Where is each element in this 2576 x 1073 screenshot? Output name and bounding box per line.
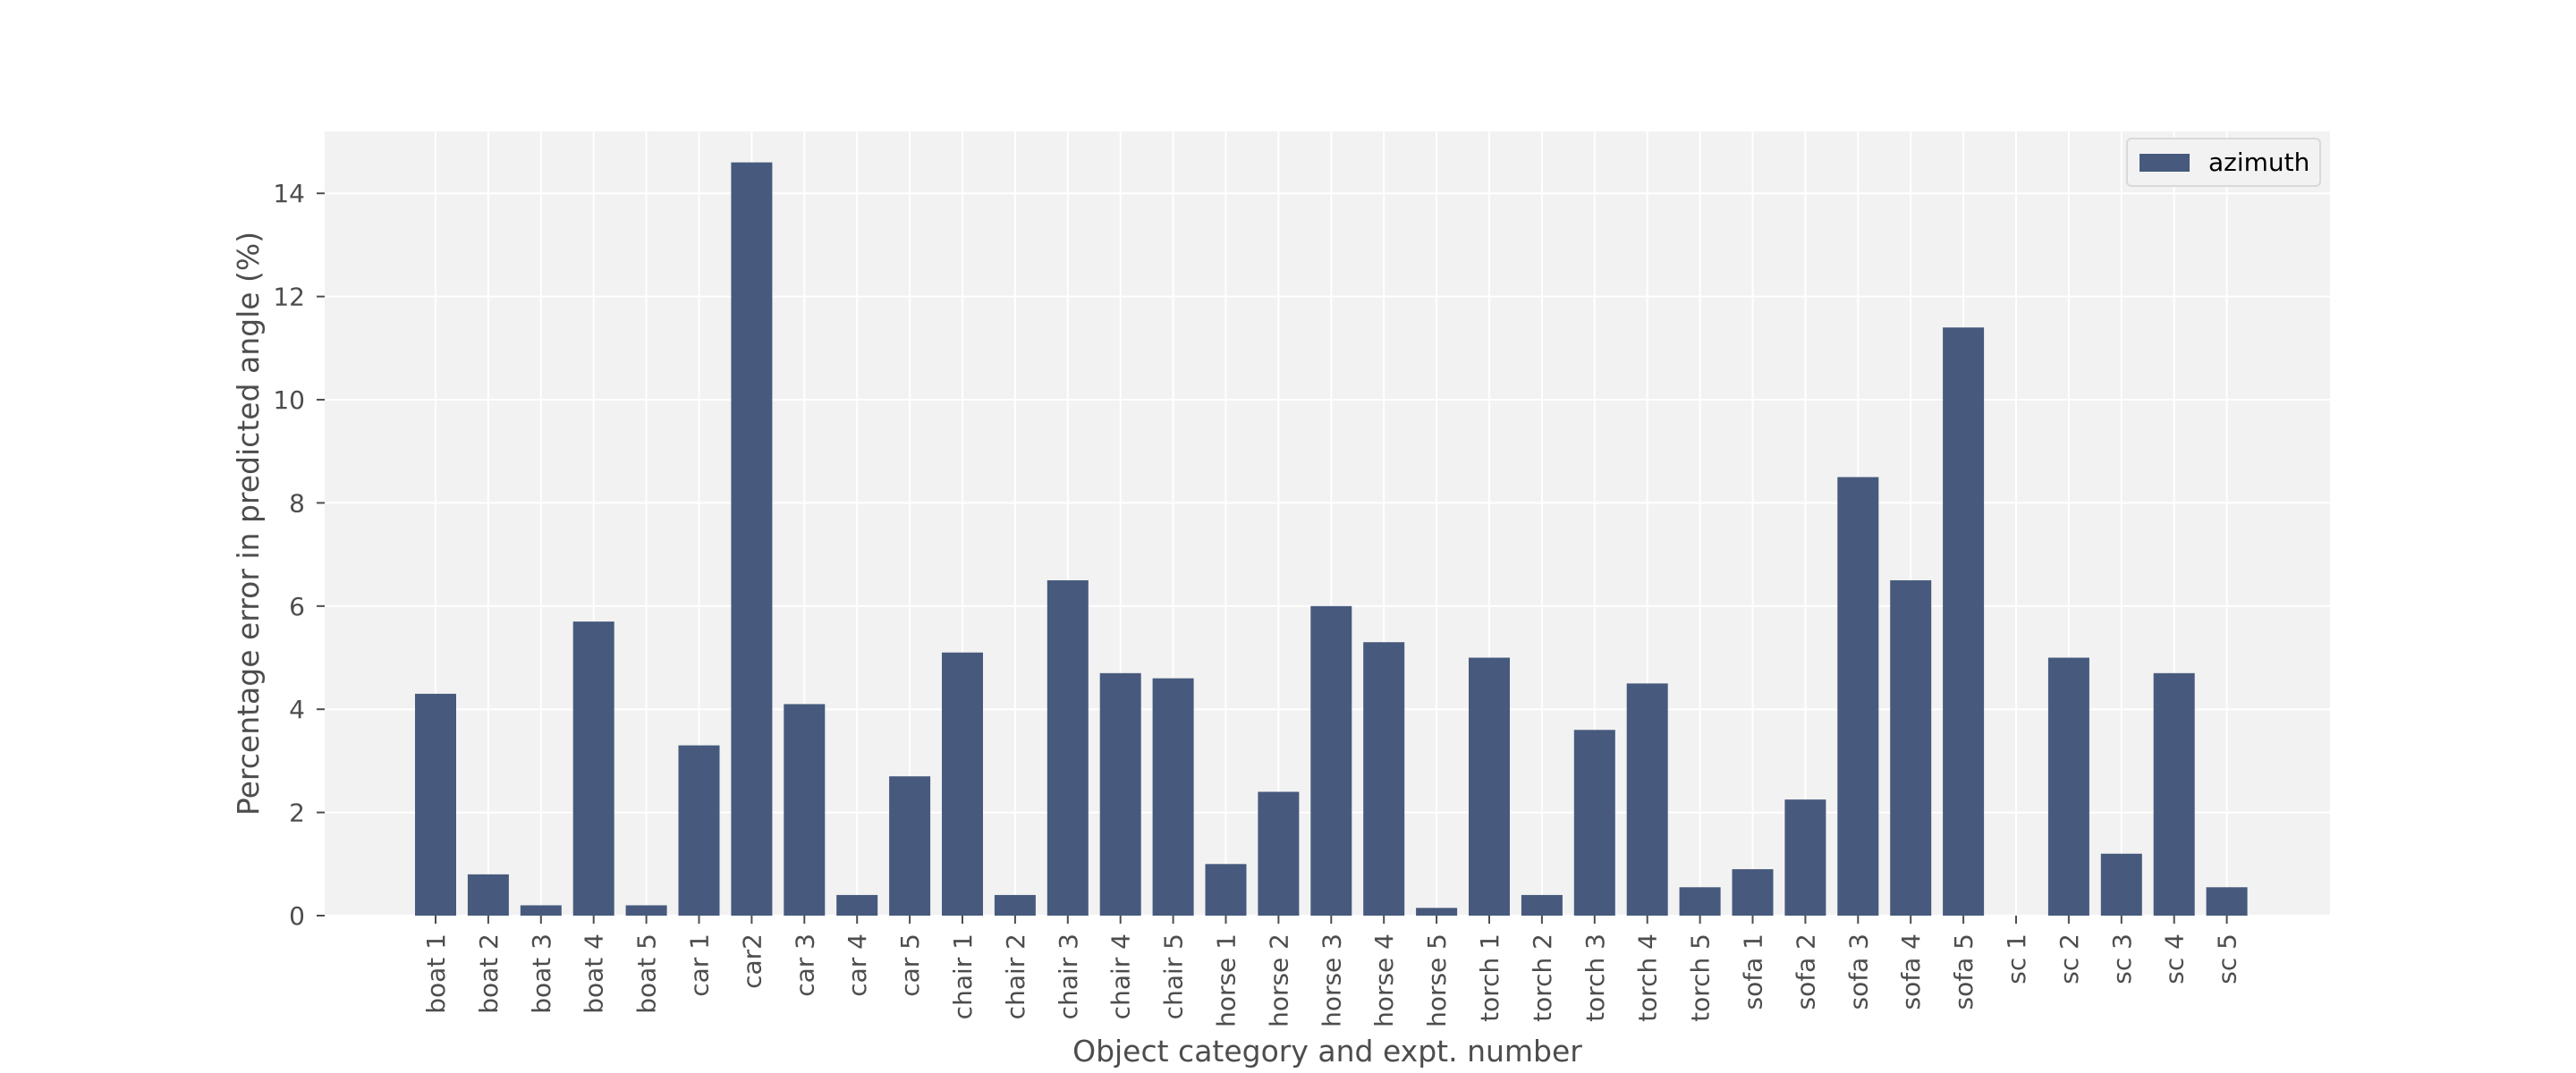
bar-sofa-2 [1784,799,1826,916]
bar-torch-5 [1679,887,1721,916]
bar-boat-5 [625,905,667,916]
x-tick-label: sofa 5 [1949,934,1979,1010]
x-tick-label: boat 1 [421,934,451,1014]
x-tick-label: car 5 [895,934,925,997]
x-tick-label: boat 5 [632,934,662,1014]
x-tick-label: torch 2 [1528,934,1557,1022]
bar-boat-4 [572,621,614,916]
bar-torch-4 [1626,683,1668,916]
y-tick-label: 4 [289,695,305,724]
x-axis-label: Object category and expt. number [1072,1034,1582,1069]
x-tick-label: sc 1 [2002,934,2031,984]
y-tick-label: 0 [289,901,305,931]
bar-horse-4 [1363,642,1405,916]
x-tick-label: horse 2 [1264,934,1293,1027]
x-axis-ticks: boat 1 boat 2 boat 3 boat 4 boat 5 car 1 car2 c… [421,916,2242,1027]
x-tick-label: chair 5 [1159,934,1189,1019]
bar-boat-1 [415,693,456,916]
y-tick-label: 2 [289,798,305,828]
x-tick-label: chair 2 [1001,934,1030,1019]
bars [415,162,2248,917]
x-tick-label: torch 1 [1475,934,1504,1022]
x-tick-label: horse 1 [1212,934,1241,1027]
bar-boat-2 [467,874,509,916]
y-tick-label: 8 [289,488,305,518]
y-tick-label: 6 [289,592,305,621]
y-tick-label: 12 [273,283,305,312]
bar-torch-3 [1573,730,1615,916]
x-tick-label: horse 5 [1422,934,1452,1027]
x-tick-label: boat 3 [527,934,556,1014]
bar-horse-3 [1310,605,1352,916]
x-tick-label: sofa 1 [1739,934,1768,1010]
bar-sc-3 [2100,853,2142,916]
x-tick-label: horse 4 [1369,934,1399,1027]
x-tick-label: car 3 [790,934,819,997]
bar-horse-1 [1205,864,1247,916]
x-tick-label: sc 2 [2055,934,2084,984]
bar-horse-2 [1258,791,1300,916]
bar-sofa-5 [1943,327,1985,916]
bar-sc-5 [2206,887,2248,916]
y-axis-ticks: 0 2 4 6 8 10 12 14 [273,179,325,931]
bar-car-5 [889,776,931,916]
x-tick-label: chair 3 [1054,934,1083,1019]
legend-swatch [2140,154,2190,172]
x-tick-label: torch 5 [1686,934,1716,1022]
bar-sofa-4 [1890,579,1932,916]
x-tick-label: car 4 [843,934,872,997]
x-tick-label: chair 1 [948,934,978,1019]
x-tick-label: sc 3 [2107,934,2137,984]
x-tick-label: sofa 4 [1896,934,1926,1010]
bar-sofa-3 [1837,477,1879,916]
bar-torch-1 [1469,657,1510,916]
x-tick-label: chair 4 [1106,934,1136,1019]
bar-torch-2 [1521,894,1563,916]
legend: azimuth [2126,138,2321,187]
bar-chair-1 [942,652,983,916]
x-tick-label: sofa 2 [1791,934,1820,1010]
x-tick-label: torch 4 [1633,934,1663,1022]
bar-car-3 [784,704,826,916]
bar-chair-5 [1152,678,1194,916]
x-tick-label: torch 3 [1580,934,1610,1022]
bar-chair-2 [994,894,1036,916]
x-tick-label: boat 4 [580,934,609,1014]
x-tick-label: car2 [737,934,767,989]
y-axis-label: Percentage error in predicted angle (%) [231,232,266,815]
bar-boat-3 [520,905,562,916]
y-tick-label: 10 [273,385,305,415]
bar-sc-2 [2047,657,2089,916]
bar-horse-5 [1416,908,1458,916]
x-tick-label: sc 5 [2213,934,2242,984]
bar-chair-4 [1099,672,1141,916]
bar-sofa-1 [1732,869,1774,916]
x-tick-label: boat 2 [474,934,504,1014]
bar-car-1 [678,745,720,916]
x-tick-label: sc 4 [2160,934,2190,984]
bar-car-4 [836,894,878,916]
bar-car2 [731,162,773,917]
bar-sc-4 [2153,672,2195,916]
y-tick-label: 14 [273,179,305,208]
legend-entry-azimuth: azimuth [2208,148,2309,177]
x-tick-label: horse 3 [1317,934,1346,1027]
x-tick-label: sofa 3 [1843,934,1873,1010]
x-tick-label: car 1 [685,934,715,997]
bar-chair-3 [1046,579,1089,916]
legend-box [2126,138,2321,187]
